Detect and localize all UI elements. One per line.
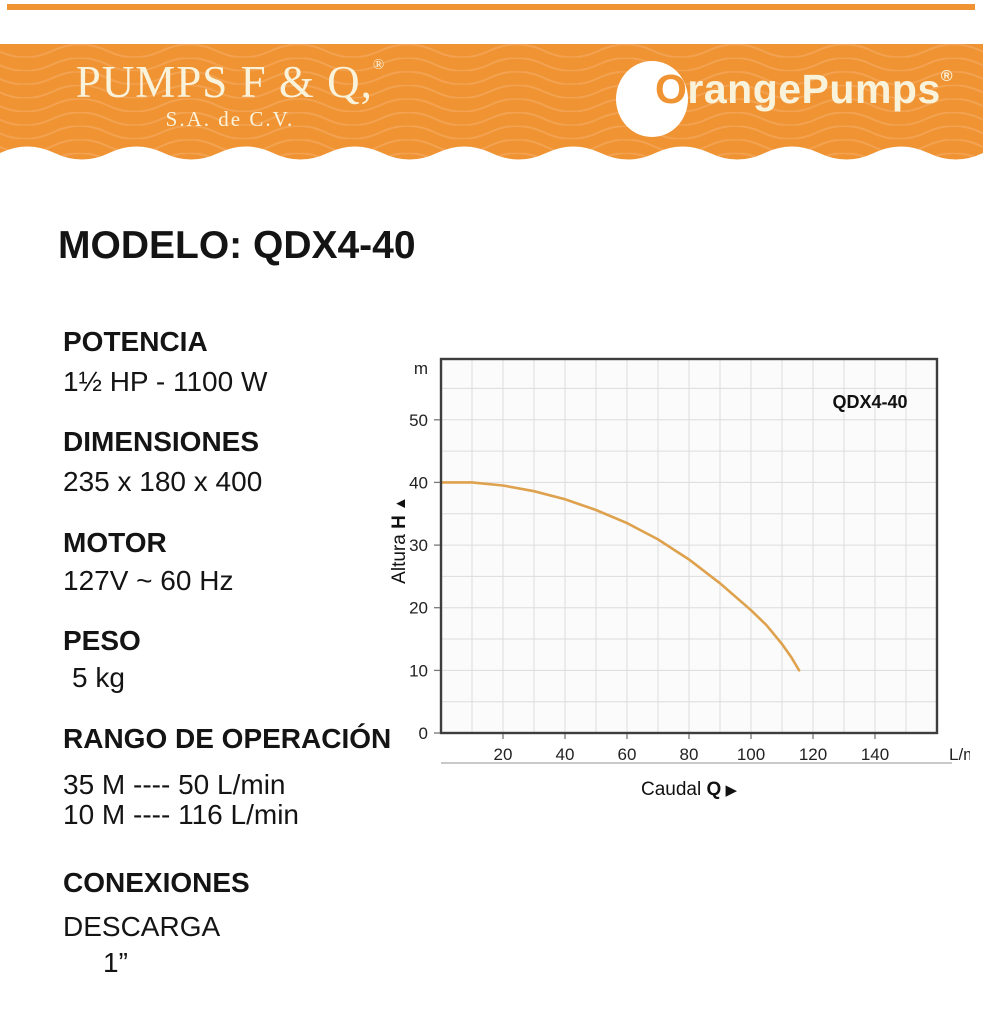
spec-value-dimensiones: 235 x 180 x 400 [63,466,263,497]
spec-value-rango-2: 10 M ---- 116 L/min [63,799,299,830]
axis-ticks [434,419,876,739]
spec-value-descarga: DESCARGA [63,911,221,942]
x-tick-label: 140 [861,745,889,764]
brand-pumps-fq-subtitle: S.A. de C.V. [165,107,295,131]
top-accent-strip [7,4,975,10]
spec-label-peso: PESO [63,625,141,656]
y-tick-label: 40 [409,473,428,492]
pump-curve-svg: 0 10 20 30 40 50 20 40 60 80 100 120 140 m L/m QDX4-40 C… [389,357,977,800]
y-tick-label: 30 [409,536,428,555]
brand-orangepumps: OrangePumps® [610,57,953,157]
x-unit-label: L/m [949,745,970,764]
spec-label-potencia: POTENCIA [63,326,208,357]
x-tick-label: 100 [737,745,765,764]
spec-value-motor: 127V ~ 60 Hz [63,565,234,596]
plot-frame [439,357,939,735]
orangepumps-rest-letters: rangePumps [687,66,941,112]
brand-pumps-fq: PUMPS F & Q,® S.A. de C.V. [55,58,405,132]
gridlines [441,359,937,733]
y-tick-label: 0 [419,724,428,743]
spec-value-descarga-size: 1” [103,947,128,978]
y-unit-label: m [414,359,428,378]
x-tick-label: 40 [556,745,575,764]
brand-orangepumps-name: OrangePumps® [655,66,953,113]
registered-mark: ® [940,68,954,85]
x-tick-label: 60 [618,745,637,764]
banner-wave-lines [0,44,983,160]
x-tick-label: 120 [799,745,827,764]
brand-pumps-fq-name: PUMPS F & Q,® [55,58,405,105]
registered-mark: ® [372,57,385,73]
spec-value-peso: 5 kg [72,662,125,693]
model-title: MODELO: QDX4-40 [58,224,416,267]
spec-value-potencia: 1½ HP - 1100 W [63,366,268,397]
spec-value-rango-1: 35 M ---- 50 L/min [63,769,286,800]
spec-label-motor: MOTOR [63,527,167,558]
spec-label-conexiones: CONEXIONES [63,867,250,898]
pump-curve-chart: 0 10 20 30 40 50 20 40 60 80 100 120 140 m L/m QDX4-40 C… [389,350,977,820]
series-label: QDX4-40 [832,392,907,412]
orangepumps-o-letter: O [655,66,688,112]
header-banner: PUMPS F & Q,® S.A. de C.V. OrangePumps® [0,44,983,169]
spec-label-dimensiones: DIMENSIONES [63,426,260,457]
x-tick-label: 20 [494,745,513,764]
brand-pumps-fq-text: PUMPS F & Q, [75,57,373,107]
y-tick-label: 20 [409,599,428,618]
orangepumps-egg-shape [616,61,688,137]
y-tick-label: 10 [409,661,428,680]
header-wave-background [0,44,983,160]
x-axis-title: Caudal Q ▶ [641,779,737,800]
pump-curve [439,481,801,672]
y-axis-title: Altura H ▲ [390,496,410,584]
y-tick-label: 50 [409,411,428,430]
x-tick-label: 80 [680,745,699,764]
spec-label-rango: RANGO DE OPERACIÓN [63,723,392,754]
